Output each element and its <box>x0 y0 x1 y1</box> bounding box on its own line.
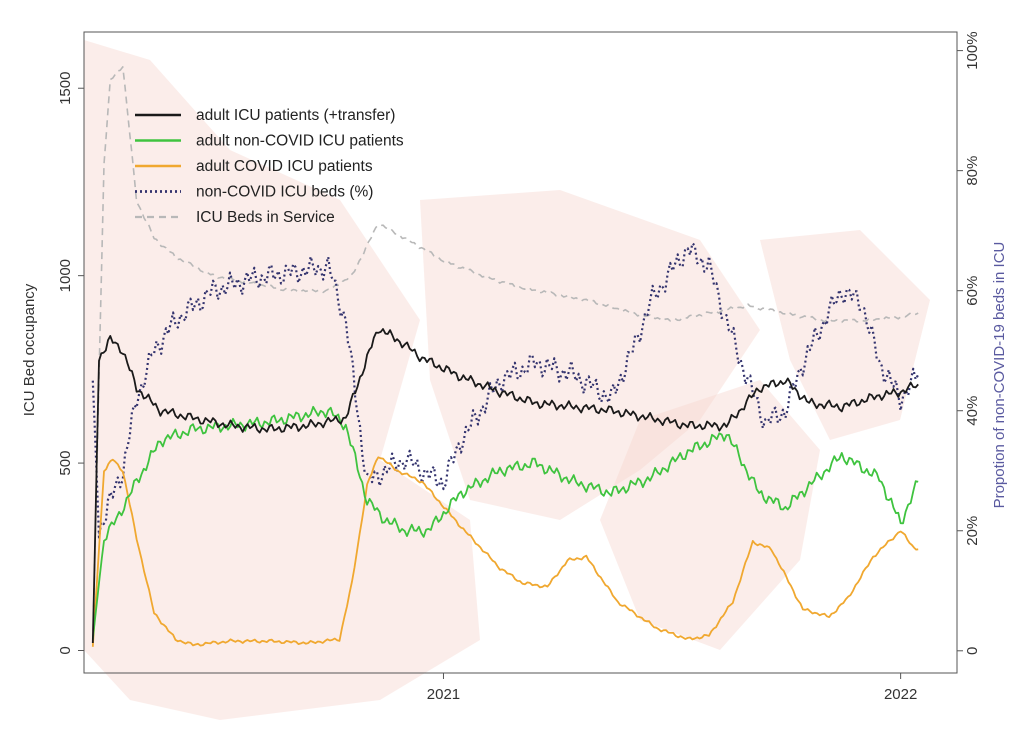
x-tick-label: 2022 <box>884 686 917 703</box>
series-layer <box>91 66 920 647</box>
y-axis-label: ICU Bed occupancy <box>21 283 38 416</box>
y2-tick-label: 60% <box>964 276 981 306</box>
legend-label-non-covid-pct: non-COVID ICU beds (%) <box>196 184 373 201</box>
x-tick-label: 2021 <box>427 686 460 703</box>
y-tick-label: 500 <box>57 451 74 476</box>
series-line-non-covid <box>91 405 919 640</box>
y-tick-label: 0 <box>57 646 74 654</box>
background-map <box>84 40 930 720</box>
y2-tick-label: 100% <box>964 31 981 69</box>
y-tick-label: 1000 <box>57 259 74 292</box>
axes: 0 500 1000 1500 0 20% 40% 60% 80% 100% 2021 2022 <box>57 31 981 703</box>
y2-axis-label: Propotion of non-COVID-19 beds in ICU <box>991 242 1008 509</box>
y-tick-label: 1500 <box>57 72 74 105</box>
y2-tick-label: 20% <box>964 516 981 546</box>
y2-tick-label: 80% <box>964 156 981 186</box>
map-region <box>420 190 760 520</box>
map-region <box>600 380 820 650</box>
legend-label-adult-icu: adult ICU patients (+transfer) <box>196 107 395 124</box>
map-region <box>84 40 480 720</box>
legend: adult ICU patients (+transfer) adult non-… <box>135 107 404 226</box>
legend-label-covid: adult COVID ICU patients <box>196 158 373 175</box>
series-line-covid <box>91 456 919 647</box>
map-region <box>760 230 930 440</box>
y2-tick-label: 0 <box>964 647 981 655</box>
legend-label-beds: ICU Beds in Service <box>196 209 335 226</box>
series-line-adult-icu <box>91 328 919 644</box>
series-line-beds <box>92 66 919 644</box>
series-line-non-covid-pct <box>91 242 920 539</box>
legend-label-non-covid: adult non-COVID ICU patients <box>196 133 404 150</box>
y2-tick-label: 40% <box>964 396 981 426</box>
